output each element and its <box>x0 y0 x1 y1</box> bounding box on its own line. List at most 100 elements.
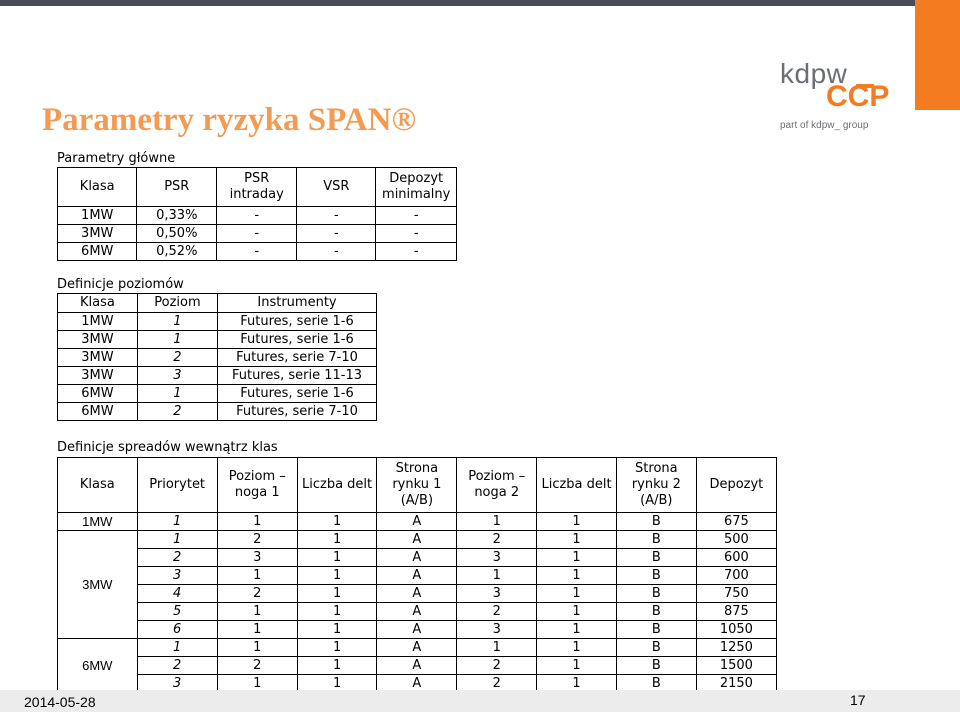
column-header: Instrumenty <box>217 293 377 313</box>
table-row: 2 3 1 A 3 1 B 600 <box>58 548 778 567</box>
class-cell: 6MW <box>57 638 138 693</box>
table-row: 3 1 1 A 1 1 B 700 <box>58 566 778 585</box>
table-row: 2 2 1 A 2 1 B 1500 <box>58 656 778 675</box>
table-row: 3 1 1 A 2 1 B 2150 <box>58 674 778 693</box>
column-header: Strona rynku 1 (A/B) <box>376 457 458 513</box>
column-header: PSR intraday <box>216 167 298 207</box>
spreads-caption: Definicje spreadów wewnątrz klas <box>57 440 278 455</box>
table-cell: Futures, serie 7-10 <box>217 348 377 367</box>
kdpw-ccp-logo: kdpw CCP part of kdpw_ group <box>780 58 890 138</box>
table-row: 1MW 1 Futures, serie 1-6 <box>57 312 377 331</box>
column-header: Poziom – noga 2 <box>456 457 538 513</box>
table-cell: B <box>615 566 697 585</box>
column-header: PSR <box>136 167 218 207</box>
table-cell: A <box>376 602 458 621</box>
table-cell: 675 <box>695 512 778 531</box>
table-cell: - <box>375 242 457 261</box>
table-cell: 3 <box>136 566 218 585</box>
table-cell: Futures, serie 1-6 <box>217 330 377 349</box>
table-row: 3MW 0,50% - - - <box>56 224 457 243</box>
table-cell: Futures, serie 1-6 <box>217 384 377 403</box>
table-row: 6MW 1 1 1 A 1 1 B 1250 <box>57 638 778 693</box>
table-cell: 1 <box>136 530 218 549</box>
table-row: 6 1 1 A 3 1 B 1050 <box>58 620 778 639</box>
table-cell: 1 <box>536 638 617 657</box>
column-header: Klasa <box>56 167 138 207</box>
table-cell: 2 <box>136 402 219 421</box>
table-cell: Futures, serie 1-6 <box>217 312 377 331</box>
table-cell: 1050 <box>695 620 778 639</box>
table-cell: 750 <box>695 584 778 603</box>
main-params-caption: Parametry główne <box>57 151 176 166</box>
table-cell: 5 <box>136 602 218 621</box>
table-cell: 0,52% <box>136 242 218 261</box>
column-header: Klasa <box>57 293 138 313</box>
table-cell: A <box>376 512 458 531</box>
table-cell: 1500 <box>695 656 778 675</box>
table-cell: 875 <box>695 602 778 621</box>
table-cell: A <box>376 638 458 657</box>
table-cell: 1 <box>296 656 378 675</box>
table-cell: 1 <box>536 530 617 549</box>
table-cell: 500 <box>695 530 778 549</box>
table-cell: Futures, serie 11-13 <box>217 366 377 385</box>
table-cell: 2 <box>136 548 218 567</box>
table-row: 3MW 3 Futures, serie 11-13 <box>57 366 377 385</box>
table-cell: 1 <box>216 512 298 531</box>
table-cell: 1 <box>136 638 218 657</box>
class-cell: 3MW <box>57 530 138 639</box>
table-cell: 1 <box>296 512 378 531</box>
table-cell: 1 <box>296 566 378 585</box>
column-header: Poziom <box>136 293 219 313</box>
column-header: Liczba delt <box>296 457 378 513</box>
class-cell: 1MW <box>57 512 138 531</box>
column-header: Priorytet <box>136 457 218 513</box>
table-cell: B <box>615 512 697 531</box>
table-cell: 0,50% <box>136 224 218 243</box>
table-row: 3MW 2 Futures, serie 7-10 <box>57 348 377 367</box>
table-cell: 1 <box>216 620 298 639</box>
column-header: Liczba delt <box>536 457 617 513</box>
table-cell: - <box>216 242 298 261</box>
table-cell: 1 <box>136 330 219 349</box>
table-cell: 1 <box>136 312 219 331</box>
table-row: 6MW 0,52% - - - <box>56 242 457 261</box>
table-cell: 2 <box>216 530 298 549</box>
table-cell: 1 <box>136 384 219 403</box>
table-cell: 1 <box>536 620 617 639</box>
table-cell: 1 <box>456 512 538 531</box>
table-cell: 1 <box>296 638 378 657</box>
table-cell: 2 <box>136 348 219 367</box>
table-cell: 3 <box>456 548 538 567</box>
logo-ccp-text: CCP <box>826 80 890 113</box>
logo-part-of-text: part of kdpw_ group <box>780 120 869 131</box>
table-cell: B <box>615 530 697 549</box>
table-cell: 3 <box>456 584 538 603</box>
table-cell: 1 <box>536 656 617 675</box>
column-header: Depozyt minimalny <box>375 167 457 207</box>
logo-underscore <box>856 84 874 88</box>
table-cell: 6MW <box>57 402 138 421</box>
logo-kdpw-text: kdpw <box>780 58 848 89</box>
table-cell: 2 <box>456 602 538 621</box>
table-cell: B <box>615 620 697 639</box>
table-cell: 1 <box>296 602 378 621</box>
table-cell: - <box>375 206 457 225</box>
table-cell: 4 <box>136 584 218 603</box>
footer-bar <box>0 690 960 712</box>
table-cell: 1 <box>216 566 298 585</box>
page-number: 17 <box>850 692 866 708</box>
table-cell: 3MW <box>57 348 138 367</box>
table-cell: 2 <box>216 656 298 675</box>
table-cell: - <box>296 206 377 225</box>
table-row: 6MW 1 Futures, serie 1-6 <box>57 384 377 403</box>
table-cell: 2 <box>216 584 298 603</box>
table-cell: - <box>216 206 298 225</box>
table-cell: 1 <box>536 602 617 621</box>
table-cell: 1 <box>296 530 378 549</box>
table-row: 4 2 1 A 3 1 B 750 <box>58 584 778 603</box>
table-cell: 1 <box>296 620 378 639</box>
table-cell: 1MW <box>56 206 138 225</box>
table-cell: 6 <box>136 620 218 639</box>
table-row: 5 1 1 A 2 1 B 875 <box>58 602 778 621</box>
